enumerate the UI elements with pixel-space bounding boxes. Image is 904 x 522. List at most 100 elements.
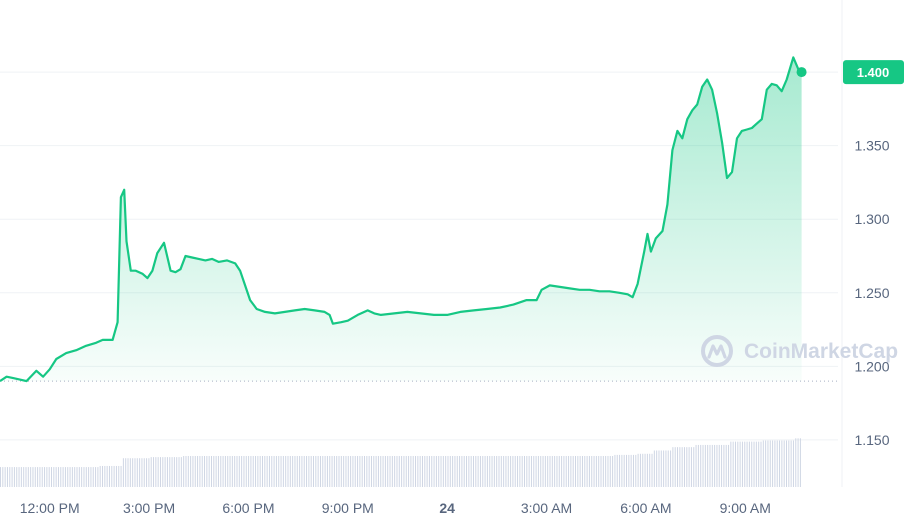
volume-bar (431, 456, 433, 487)
volume-bar (173, 457, 175, 487)
volume-bar (772, 440, 774, 487)
volume-bar (310, 456, 312, 487)
volume-bar (767, 440, 769, 487)
volume-bar (194, 456, 196, 487)
volume-bar (229, 456, 231, 487)
volume-bar (579, 456, 581, 487)
volume-bar (166, 457, 168, 487)
volume-bar (514, 456, 516, 487)
volume-bar (396, 456, 398, 487)
volume-bar (106, 465, 108, 487)
volume-bar (785, 440, 787, 487)
volume-bar (220, 456, 222, 487)
volume-bar (584, 456, 586, 487)
volume-bar (99, 465, 101, 487)
volume-bar (148, 458, 150, 487)
volume-bar (421, 456, 423, 487)
volume-bar (781, 440, 783, 487)
volume-bar (632, 454, 634, 487)
volume-bar (697, 444, 699, 487)
volume-bar (410, 456, 412, 487)
volume-bar (667, 450, 669, 487)
volume-bar (449, 456, 451, 487)
volume-bar (526, 456, 528, 487)
volume-bar (521, 456, 523, 487)
volume-bar (25, 467, 27, 487)
volume-bar (387, 456, 389, 487)
volume-bar (551, 456, 553, 487)
volume-bar (612, 456, 614, 487)
volume-bar (164, 457, 166, 487)
volume-bar (280, 456, 282, 487)
price-line[interactable] (0, 56, 803, 383)
volume-bar (405, 456, 407, 487)
volume-bar (48, 467, 50, 487)
volume-bar (104, 465, 106, 487)
volume-bar (317, 456, 319, 487)
volume-bar (725, 444, 727, 487)
volume-bar (67, 467, 69, 487)
volume-bar (171, 457, 173, 487)
volume-bar (176, 457, 178, 487)
volume-bar (157, 457, 159, 487)
volume-bar (776, 440, 778, 487)
volume-bar (609, 456, 611, 487)
volume-bar (554, 456, 556, 487)
volume-bar (76, 467, 78, 487)
volume-bar (0, 467, 1, 487)
volume-bar (445, 456, 447, 487)
volume-bar (440, 456, 442, 487)
volume-bar (435, 456, 437, 487)
volume-bar (656, 450, 658, 487)
volume-bar (190, 456, 192, 487)
volume-bar (23, 467, 25, 487)
volume-bar (39, 467, 41, 487)
volume-bar (271, 456, 273, 487)
volume-bar (744, 441, 746, 487)
volume-bar (417, 456, 419, 487)
volume-bar (672, 447, 674, 487)
volume-bar (315, 456, 317, 487)
volume-bar (146, 458, 148, 487)
volume-bar (677, 447, 679, 487)
volume-bar (336, 456, 338, 487)
volume-bar (565, 456, 567, 487)
volume-bar (412, 456, 414, 487)
volume-bar (391, 456, 393, 487)
volume-bar (78, 467, 80, 487)
volume-bar (210, 456, 212, 487)
volume-bar (234, 456, 236, 487)
volume-bar (102, 465, 104, 487)
volume-bar (273, 456, 275, 487)
volume-bar (419, 456, 421, 487)
x-tick-label: 9:00 AM (720, 500, 771, 516)
x-tick-label: 6:00 PM (222, 500, 274, 516)
volume-bar (403, 456, 405, 487)
volume-bar (644, 453, 646, 487)
volume-bar (795, 438, 797, 487)
volume-bar (326, 456, 328, 487)
volume-bar (660, 450, 662, 487)
volume-bar (192, 456, 194, 487)
y-tick-label: 1.350 (854, 138, 889, 154)
volume-bar (322, 456, 324, 487)
current-price-dot[interactable] (796, 67, 807, 78)
volume-bar (762, 440, 764, 487)
volume-bar (714, 444, 716, 487)
volume-bar (428, 456, 430, 487)
volume-bar (241, 456, 243, 487)
volume-bar (34, 467, 36, 487)
volume-bar (709, 444, 711, 487)
volume-bar (224, 456, 226, 487)
volume-bar (319, 456, 321, 487)
x-tick-label: 24 (439, 500, 455, 516)
volume-bar (790, 440, 792, 487)
volume-bar (46, 467, 48, 487)
volume-bar (558, 456, 560, 487)
volume-bar (454, 456, 456, 487)
volume-bar (653, 450, 655, 487)
volume-bar (259, 456, 261, 487)
volume-bar (20, 467, 22, 487)
volume-bar (266, 456, 268, 487)
